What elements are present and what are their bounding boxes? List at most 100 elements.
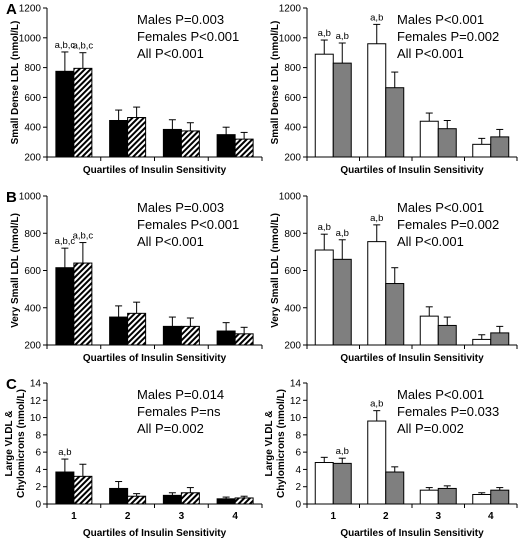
- chart-panel-3: B 200 400 600 800 1000 Very Small LDL (nmol/L)…: [6, 189, 263, 364]
- y-tick-label: 2: [35, 482, 41, 493]
- y-tick-label: 400: [284, 303, 301, 314]
- p-value-annotation: All P=0.002: [137, 421, 204, 436]
- panel-letter: B: [6, 189, 17, 206]
- p-value-annotation: Males P=0.003: [137, 12, 224, 27]
- bar: [162, 128, 182, 158]
- bar: [367, 420, 387, 505]
- p-value-annotation: Males P=0.014: [137, 387, 224, 402]
- y-tick-label: 4: [35, 465, 41, 476]
- y-tick-label: 0: [35, 500, 41, 511]
- significance-label: a,b: [318, 28, 331, 39]
- y-tick-label: 800: [284, 63, 301, 74]
- bar: [216, 330, 236, 346]
- p-value-annotation: Females P=ns: [137, 404, 221, 419]
- p-value-annotation: Females P=0.033: [397, 404, 499, 419]
- bar: [332, 62, 352, 158]
- y-tick-label: 200: [284, 341, 301, 352]
- x-category-label: 3: [179, 511, 185, 522]
- significance-label: a,b: [58, 447, 71, 458]
- y-tick-label: 6: [295, 448, 301, 459]
- y-tick-label: 800: [24, 229, 41, 240]
- bar: [234, 333, 254, 346]
- bar: [55, 267, 75, 346]
- bar: [437, 128, 457, 158]
- p-value-annotation: All P=0.002: [397, 421, 464, 436]
- bar: [216, 498, 236, 505]
- x-axis-label: Quartiles of Insulin Sensitivity: [340, 165, 484, 176]
- bar: [367, 241, 387, 346]
- y-axis-label: Chylomicrons (nmol/L): [276, 389, 287, 498]
- panel-letter: A: [6, 1, 17, 18]
- significance-label: a,b: [370, 399, 383, 410]
- significance-label: a,b: [336, 228, 349, 239]
- bar: [73, 67, 93, 158]
- y-tick-label: 10: [30, 413, 42, 424]
- y-tick-label: 600: [24, 93, 41, 104]
- x-axis-label: Quartiles of Insulin Sensitivity: [83, 165, 227, 176]
- bar: [437, 324, 457, 346]
- significance-label: a,b: [318, 222, 331, 233]
- y-tick-label: 10: [290, 413, 302, 424]
- p-value-annotation: Females P=0.002: [397, 29, 499, 44]
- significance-label: a,b: [370, 12, 383, 23]
- x-category-label: 1: [71, 511, 77, 522]
- y-tick-label: 800: [24, 63, 41, 74]
- y-tick-label: 200: [24, 341, 41, 352]
- significance-label: a,b: [336, 31, 349, 42]
- y-tick-label: 400: [24, 303, 41, 314]
- y-tick-label: 400: [24, 123, 41, 134]
- y-axis-label: Small Dense LDL (nmol/L): [10, 21, 21, 145]
- significance-label: a,b: [370, 213, 383, 224]
- y-tick-label: 14: [290, 379, 302, 390]
- y-tick-label: 1200: [19, 4, 42, 15]
- chart-panel-4: 200 400 600 800 1000 Very Small LDL (nmol/L) Q…: [270, 192, 518, 364]
- y-tick-label: 600: [284, 93, 301, 104]
- bar: [55, 471, 75, 505]
- bar: [314, 249, 334, 346]
- p-value-annotation: Females P=0.002: [397, 217, 499, 232]
- y-tick-label: 400: [284, 123, 301, 134]
- y-tick-label: 200: [24, 153, 41, 164]
- bar: [385, 87, 405, 158]
- x-category-label: 3: [435, 511, 441, 522]
- y-axis-label: Large VLDL &: [264, 411, 275, 477]
- x-axis-label: Quartiles of Insulin Sensitivity: [340, 353, 484, 364]
- x-axis-label: Quartiles of Insulin Sensitivity: [340, 528, 484, 539]
- bar: [332, 462, 352, 505]
- bar: [73, 475, 93, 505]
- bar: [472, 493, 492, 505]
- y-axis-label: Chylomicrons (nmol/L): [16, 389, 27, 498]
- bar: [472, 143, 492, 158]
- p-value-annotation: All P<0.001: [137, 234, 204, 249]
- bar: [314, 462, 334, 505]
- p-value-annotation: All P<0.001: [397, 234, 464, 249]
- bar: [490, 136, 510, 158]
- y-tick-label: 1200: [279, 4, 302, 15]
- x-category-label: 4: [488, 511, 494, 522]
- chart-panel-1: A 200 400 600 800 1000 1200 Small Dense LDL (nm…: [6, 1, 263, 176]
- p-value-annotation: Males P<0.001: [397, 200, 484, 215]
- bar: [419, 120, 439, 158]
- bar: [109, 316, 129, 346]
- y-tick-label: 1000: [279, 33, 302, 44]
- p-value-annotation: Males P<0.001: [397, 387, 484, 402]
- bar: [73, 262, 93, 346]
- bar: [109, 119, 129, 158]
- y-tick-label: 14: [30, 379, 42, 390]
- x-category-label: 4: [232, 511, 238, 522]
- y-tick-label: 4: [295, 465, 301, 476]
- p-value-annotation: Females P<0.001: [137, 29, 239, 44]
- bar: [314, 53, 334, 158]
- bar: [127, 117, 147, 158]
- significance-label: a,b,c: [55, 236, 76, 247]
- y-tick-label: 2: [295, 482, 301, 493]
- significance-label: a,b,c: [73, 41, 94, 52]
- y-tick-label: 600: [284, 266, 301, 277]
- bar: [332, 258, 352, 346]
- p-value-annotation: Females P<0.001: [137, 217, 239, 232]
- y-axis-label: Large VLDL &: [4, 411, 15, 477]
- x-category-label: 2: [383, 511, 389, 522]
- p-value-annotation: All P<0.001: [137, 46, 204, 61]
